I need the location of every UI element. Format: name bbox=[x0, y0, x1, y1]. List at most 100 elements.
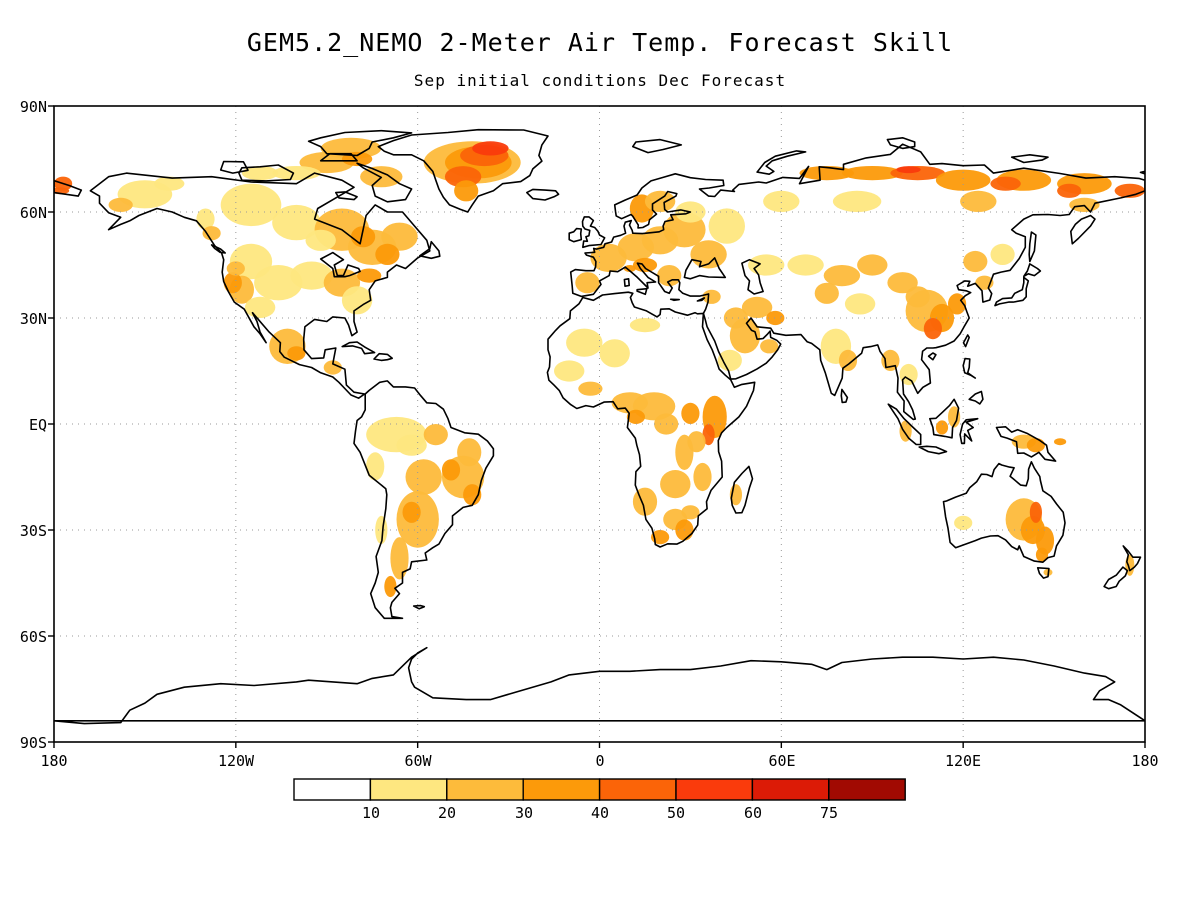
coastline-falklands bbox=[412, 604, 426, 610]
lat-label-eq: EQ bbox=[29, 416, 47, 434]
coastline-hainan bbox=[927, 352, 937, 361]
skill-patch bbox=[644, 190, 676, 212]
colorbar-swatch bbox=[522, 778, 601, 801]
skill-patch bbox=[687, 431, 706, 453]
coastline-ellesmere-island bbox=[307, 129, 413, 157]
coastline-tasmania bbox=[1036, 567, 1050, 579]
coastline-svalbard bbox=[632, 138, 683, 154]
lon-label-180w: 180 bbox=[40, 752, 67, 770]
coastline-sri-lanka bbox=[840, 388, 849, 404]
coastline-greenland bbox=[377, 128, 549, 213]
skill-patch bbox=[787, 254, 824, 276]
coastline-africa bbox=[546, 291, 756, 548]
skill-patch bbox=[923, 318, 943, 340]
skill-patch bbox=[381, 222, 418, 251]
skill-patch bbox=[454, 180, 479, 202]
skill-patch bbox=[702, 289, 721, 304]
colorbar-swatch bbox=[828, 778, 906, 801]
coastline-cyprus bbox=[696, 297, 706, 302]
skill-patch bbox=[402, 501, 421, 523]
skill-patch bbox=[948, 406, 961, 428]
skill-patch bbox=[241, 166, 279, 181]
skill-patch bbox=[396, 434, 427, 456]
skill-patch bbox=[599, 339, 630, 368]
skill-patch bbox=[254, 265, 303, 301]
lat-label-60n: 60N bbox=[20, 204, 47, 222]
lon-label-60e: 60E bbox=[768, 752, 795, 770]
lon-label-180e: 180 bbox=[1131, 752, 1158, 770]
colorbar-label-50: 50 bbox=[667, 804, 685, 822]
colorbar-label-60: 60 bbox=[744, 804, 762, 822]
skill-patch bbox=[1029, 501, 1042, 523]
skill-patch bbox=[244, 296, 276, 318]
coastline-vancouver-island bbox=[210, 244, 226, 254]
coastline-antarctica bbox=[54, 646, 1145, 725]
coastline-novaya-zemlya bbox=[756, 150, 807, 175]
coastline-cuba bbox=[341, 341, 376, 355]
map-subtitle: Sep initial conditions Dec Forecast bbox=[413, 71, 787, 90]
skill-patch bbox=[681, 505, 700, 520]
coastline-japan-hokkaido bbox=[1023, 263, 1042, 278]
skill-patch bbox=[693, 462, 712, 492]
skill-patch bbox=[766, 310, 785, 326]
skill-patch bbox=[844, 293, 876, 315]
skill-patch bbox=[857, 254, 888, 276]
skill-patch bbox=[838, 349, 858, 371]
colorbar-label-20: 20 bbox=[438, 804, 456, 822]
skill-patch bbox=[954, 515, 973, 531]
skill-patch bbox=[554, 360, 585, 382]
skill-patch bbox=[423, 424, 448, 446]
skill-patch bbox=[717, 349, 742, 371]
skill-patch bbox=[748, 254, 785, 276]
colorbar-swatch bbox=[598, 778, 677, 801]
skill-patch bbox=[1057, 183, 1082, 198]
coastline-great-lakes bbox=[319, 251, 361, 278]
skill-patch bbox=[963, 250, 988, 273]
coastline-iceland bbox=[526, 188, 560, 201]
skill-patch bbox=[463, 484, 482, 506]
lat-label-90s: 90S bbox=[20, 734, 47, 752]
skill-patch bbox=[108, 197, 133, 212]
colorbar-swatch bbox=[446, 778, 524, 801]
skill-patch bbox=[899, 420, 912, 442]
colorbar-label-40: 40 bbox=[591, 804, 609, 822]
colorbar-legend: 10 20 30 40 50 60 75 bbox=[293, 778, 906, 822]
skill-patch bbox=[357, 268, 382, 283]
skill-patch bbox=[375, 243, 400, 265]
skill-patch bbox=[472, 141, 509, 156]
coastline-chukotka-east bbox=[54, 179, 83, 197]
coastline-sicily bbox=[636, 287, 648, 296]
skill-patch bbox=[1035, 526, 1055, 555]
coastline-taiwan bbox=[962, 334, 970, 348]
coastline-borneo bbox=[929, 398, 960, 439]
lon-label-0: 0 bbox=[595, 752, 604, 770]
skill-patch bbox=[760, 339, 779, 354]
skill-patch bbox=[290, 261, 333, 290]
coastline-kamchatka-note bbox=[1070, 214, 1096, 245]
skill-patch bbox=[935, 420, 949, 435]
coastline-sakhalin bbox=[1028, 231, 1037, 263]
coastline-australia bbox=[942, 461, 1066, 563]
skill-patch bbox=[763, 190, 800, 212]
skill-patch bbox=[390, 537, 409, 580]
coastline-sulawesi bbox=[959, 417, 979, 445]
skill-patch bbox=[575, 272, 600, 294]
axis-ticks bbox=[48, 105, 1146, 748]
coastline-caspian-sea bbox=[741, 258, 764, 295]
coastline-sumatra bbox=[887, 403, 922, 446]
skill-patch bbox=[223, 272, 242, 294]
skill-patch bbox=[299, 151, 355, 174]
lon-label-120w: 120W bbox=[218, 752, 255, 770]
lat-label-30n: 30N bbox=[20, 310, 47, 328]
coastline-hispaniola bbox=[373, 352, 393, 362]
coastline-newfoundland bbox=[419, 240, 441, 260]
colorbar-label-30: 30 bbox=[515, 804, 533, 822]
skill-patch bbox=[202, 226, 221, 241]
skill-patch bbox=[660, 470, 691, 499]
skill-patch bbox=[220, 183, 282, 227]
skill-patch bbox=[578, 381, 603, 396]
coastline-severnaya-zemlya bbox=[886, 137, 916, 150]
colorbar-swatch bbox=[293, 778, 372, 801]
coastline-philippines-luzon bbox=[962, 357, 977, 379]
